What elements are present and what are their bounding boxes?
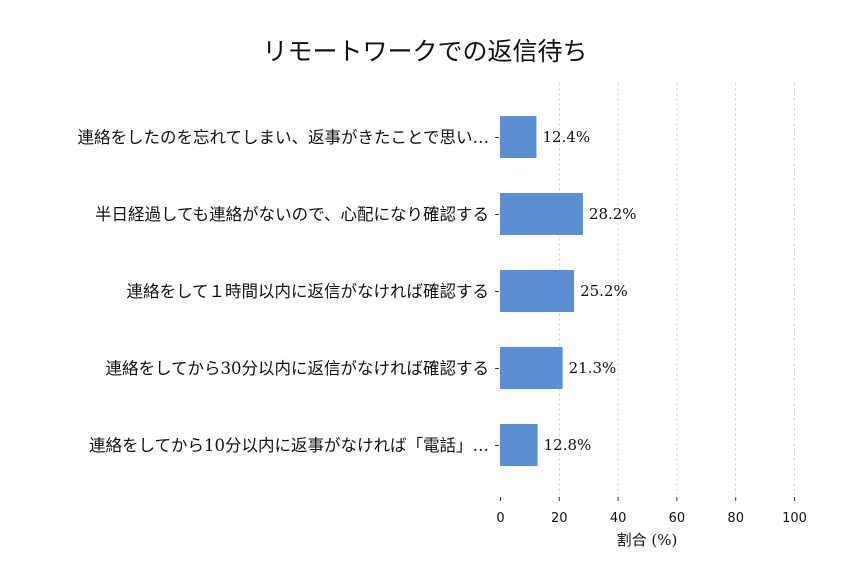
x-tick-label: 0 <box>496 511 504 526</box>
bar-value-label: 28.2% <box>589 205 637 223</box>
bar-value-label: 25.2% <box>580 282 628 300</box>
bar <box>500 347 563 389</box>
x-tick-label: 80 <box>727 511 744 526</box>
x-axis-label: 割合 (%) <box>617 531 678 549</box>
bar <box>500 424 538 466</box>
bar <box>500 116 537 158</box>
x-tick-label: 40 <box>610 511 627 526</box>
x-tick-label: 100 <box>782 511 807 526</box>
bar-value-label: 12.8% <box>544 436 592 454</box>
bar-value-label: 12.4% <box>542 128 590 146</box>
bar <box>500 270 575 312</box>
category-label: 半日経過しても連絡がないので、心配になり確認する <box>95 205 489 224</box>
bar-value-label: 21.3% <box>569 359 617 377</box>
category-label: 連絡をしてから30分以内に返信がなければ確認する <box>105 359 489 378</box>
chart-title: リモートワークでの返信待ち <box>262 37 587 66</box>
x-tick-label: 60 <box>669 511 686 526</box>
category-label: 連絡をしたのを忘れてしまい、返事がきたことで思い… <box>77 128 489 147</box>
x-tick-label: 20 <box>551 511 568 526</box>
category-label: 連絡をしてから10分以内に返事がなければ「電話」… <box>89 436 489 455</box>
category-label: 連絡をして１時間以内に返信がなければ確認する <box>126 282 489 301</box>
bar <box>500 193 583 235</box>
